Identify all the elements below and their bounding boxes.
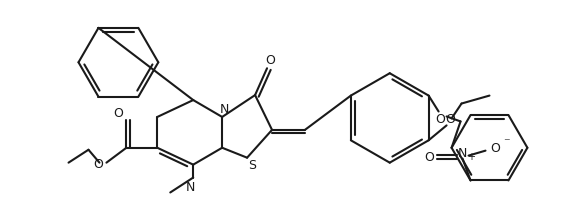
Text: ⁻: ⁻	[503, 136, 510, 149]
Text: O: O	[265, 54, 275, 67]
Text: N: N	[458, 147, 467, 160]
Text: O: O	[435, 113, 446, 126]
Text: N: N	[185, 181, 195, 194]
Text: O: O	[94, 158, 103, 171]
Text: O: O	[446, 113, 455, 126]
Text: O: O	[113, 107, 124, 121]
Text: S: S	[248, 159, 256, 172]
Text: +: +	[467, 152, 475, 162]
Text: O: O	[425, 151, 434, 164]
Text: N: N	[219, 104, 229, 116]
Text: O: O	[490, 142, 501, 155]
